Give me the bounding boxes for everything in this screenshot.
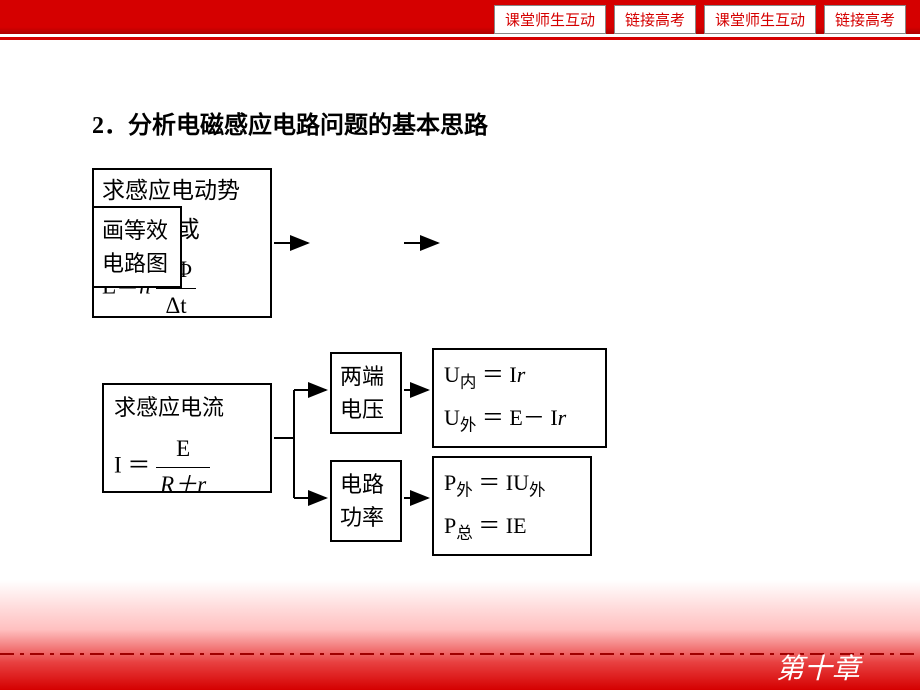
header-underline: [0, 37, 920, 40]
nav-button-2[interactable]: 链接高考: [614, 5, 696, 34]
nav-buttons: 课堂师生互动 链接高考 课堂师生互动 链接高考: [494, 5, 906, 34]
flow-diagram: 求感应电动势 E＝ Blv或 E＝n ΔΦ Δt 画等效 电路图 求感应电流 I…: [92, 168, 652, 568]
nav-button-4[interactable]: 链接高考: [824, 5, 906, 34]
nav-button-1[interactable]: 课堂师生互动: [494, 5, 606, 34]
chapter-label: 第十章: [776, 647, 860, 687]
arrows: [92, 168, 652, 568]
content-area: 2．分析电磁感应电路问题的基本思路 求感应电动势 E＝ Blv或 E＝n ΔΦ …: [92, 105, 832, 568]
section-heading: 2．分析电磁感应电路问题的基本思路: [92, 105, 832, 140]
nav-button-3[interactable]: 课堂师生互动: [704, 5, 816, 34]
